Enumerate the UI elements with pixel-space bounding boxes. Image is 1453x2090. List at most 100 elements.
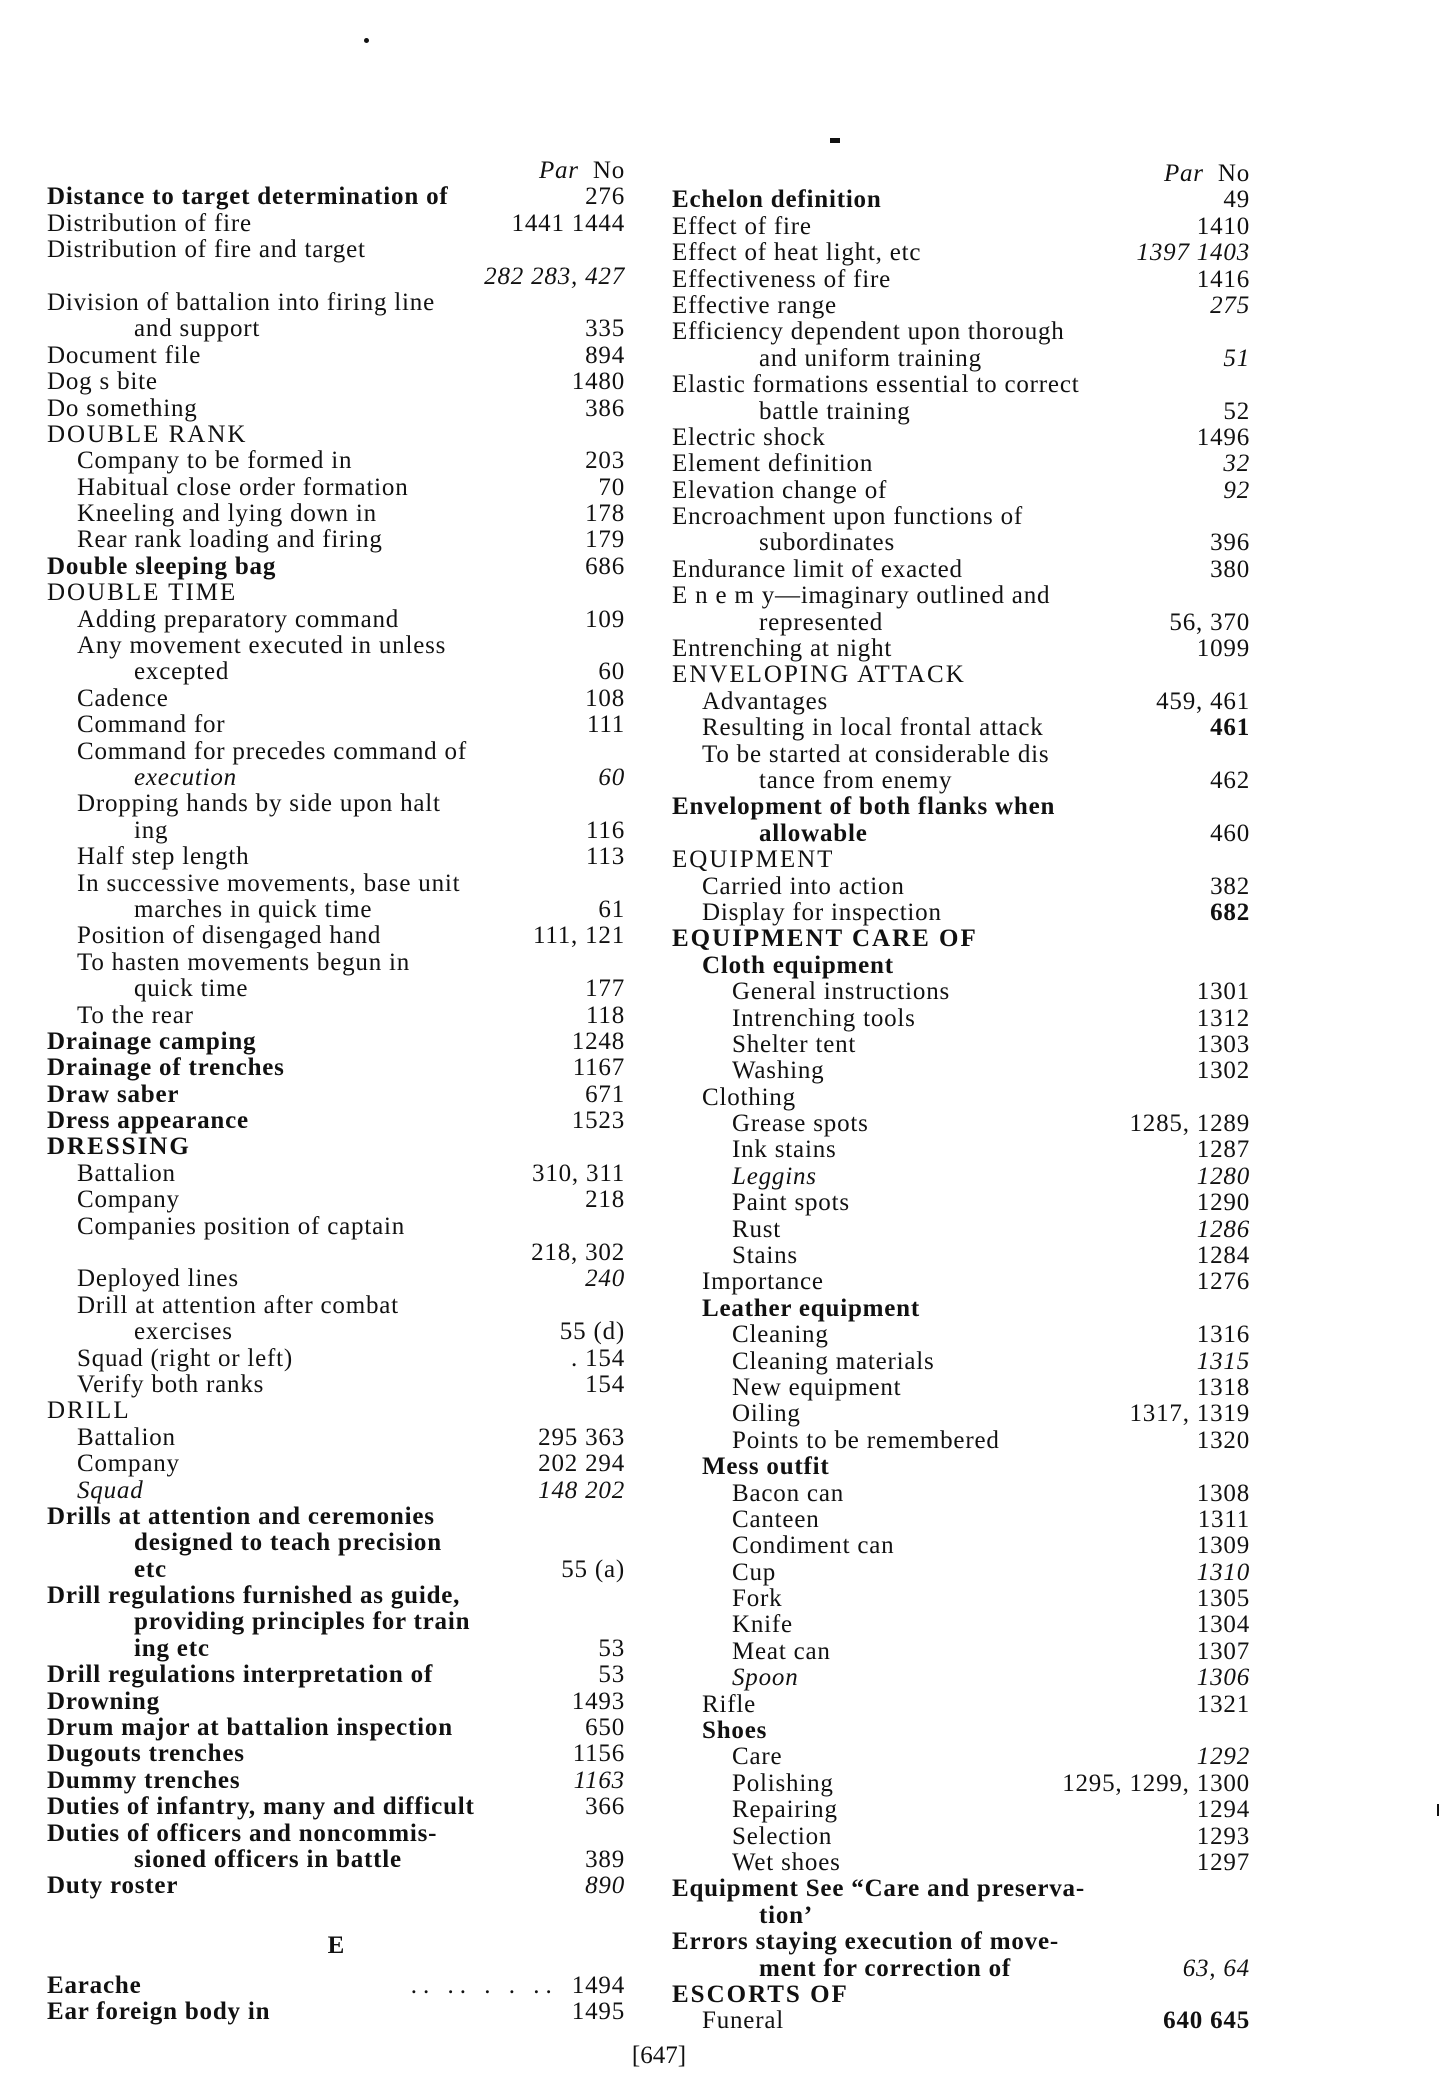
entry-label: Clothing: [702, 1083, 796, 1111]
entry-paragraph-number: [617, 950, 625, 976]
index-subentry: Shelter tent 1303: [672, 1031, 1250, 1058]
entry-label: Meat can: [732, 1637, 831, 1665]
entry-paragraph-number: 380: [1210, 555, 1250, 583]
entry-paragraph-number: 335: [585, 315, 625, 343]
index-entry: E n e m y—imaginary outlined and: [672, 582, 1250, 609]
index-entry-continuation: 218, 302: [47, 1239, 625, 1266]
entry-label: DOUBLE TIME: [47, 579, 238, 607]
entry-paragraph-number: 1099: [1196, 635, 1250, 663]
entry-label: Mess outfit: [702, 1453, 830, 1481]
index-subentry: Fork 1305: [672, 1585, 1250, 1612]
index-subentry: To the rear 118: [47, 1002, 625, 1029]
index-subentry: Command for precedes command of: [47, 738, 625, 765]
entry-paragraph-number: 55 (d): [559, 1318, 625, 1346]
entry-paragraph-number: 148 202: [538, 1476, 625, 1504]
par-label: Par: [1163, 160, 1204, 187]
entry-label: Leggins: [732, 1162, 817, 1190]
index-entry: Drum major at battalion inspection 650: [47, 1714, 625, 1741]
entry-label: Canteen: [732, 1505, 820, 1533]
entry-label: battle training: [759, 397, 911, 425]
index-subentry: Kneeling and lying down in 178: [47, 500, 625, 527]
entry-label: Dummy trenches: [47, 1766, 241, 1794]
index-heading: EQUIPMENT CARE OF: [672, 925, 1250, 952]
scan-speck: [364, 38, 369, 43]
entry-paragraph-number: [617, 633, 625, 659]
index-entry: Effect of fire 1410: [672, 212, 1250, 240]
entry-label: Rust: [732, 1215, 782, 1243]
index-subentry: Display for inspection 682: [672, 899, 1250, 926]
entry-paragraph-number: 1304: [1196, 1611, 1250, 1639]
entry-paragraph-number: [1242, 953, 1250, 979]
entry-paragraph-number: 1292: [1196, 1743, 1250, 1771]
index-entry-continuation: quick time 177: [47, 975, 625, 1002]
index-heading: ESCORTS OF: [672, 1981, 1250, 2008]
entry-paragraph-number: [617, 580, 625, 606]
index-subentry: Cleaning 1316: [672, 1321, 1250, 1348]
entry-label: Drowning: [47, 1687, 160, 1715]
index-entry: Effect of heat light, etc 1397 1403: [672, 239, 1250, 266]
entry-paragraph-number: [1242, 319, 1250, 345]
entry-paragraph-number: 60: [598, 763, 625, 791]
entry-paragraph-number: 389: [585, 1846, 625, 1873]
entry-label: ENVELOPING ATTACK: [672, 661, 966, 689]
index-subentry: Funeral 640 645: [672, 2007, 1250, 2034]
index-subentry: Command for 111: [47, 711, 625, 739]
index-subentry: Spoon 1306: [672, 1664, 1250, 1691]
no-label: No: [592, 157, 625, 184]
index-heading: DOUBLE RANK: [47, 421, 625, 448]
entry-paragraph-number: [617, 290, 625, 316]
index-entry: Drill regulations interpretation of 53: [47, 1661, 625, 1689]
entry-label: execution: [134, 763, 237, 791]
index-subentry: Paint spots 1290: [672, 1189, 1250, 1216]
entry-label: Repairing: [732, 1796, 838, 1824]
entry-paragraph-number: 53: [598, 1661, 625, 1689]
index-subentry: Selection 1293: [672, 1822, 1250, 1850]
index-entry-continuation: ing etc 53: [47, 1635, 625, 1662]
index-entry: Distribution of fire 1441 1444: [47, 210, 625, 237]
entry-label: EQUIPMENT: [672, 846, 835, 874]
entry-paragraph-number: [1242, 742, 1250, 768]
entry-label: Command for: [77, 711, 226, 739]
index-subentry: To hasten movements begun in: [47, 949, 625, 976]
entry-paragraph-number: [617, 1583, 625, 1609]
entry-label: Division of battalion into firing line: [47, 288, 435, 316]
entry-label: and support: [134, 315, 261, 343]
index-entry: Distribution of fire and target: [47, 236, 625, 263]
entry-label: Effect of fire: [672, 212, 812, 240]
index-entry-continuation: and support 335: [47, 315, 625, 343]
entry-label: Distance to target determination of: [47, 183, 449, 211]
entry-paragraph-number: 1293: [1196, 1822, 1250, 1850]
entry-label: Rear rank loading and firing: [77, 526, 383, 554]
entry-label: tion’: [759, 1901, 813, 1929]
index-subentry: Rear rank loading and firing 179: [47, 526, 625, 554]
entry-label: Company: [77, 1186, 180, 1214]
entry-paragraph-number: [617, 1398, 625, 1424]
index-entry: Effectiveness of fire 1416: [672, 266, 1250, 293]
index-subentry: Verify both ranks 154: [47, 1370, 625, 1398]
entry-paragraph-number: 116: [586, 816, 625, 844]
entry-paragraph-number: 366: [585, 1793, 625, 1821]
index-entries-left: Distance to target determination of 276 Di…: [47, 183, 625, 1899]
index-entry: Errors staying execution of move-: [672, 1928, 1250, 1955]
entry-label: Habitual close order formation: [77, 473, 409, 501]
index-entry: Element definition 32: [672, 450, 1250, 478]
entry-paragraph-number: [617, 1821, 625, 1847]
index-entry: Dress appearance 1523: [47, 1107, 625, 1134]
index-entry: Duty roster 890: [47, 1872, 625, 1899]
entry-paragraph-number: 396: [1210, 529, 1250, 557]
entry-paragraph-number: 275: [1210, 291, 1250, 319]
entry-paragraph-number: 1496: [1196, 423, 1250, 451]
entry-label: Element definition: [672, 450, 874, 478]
index-subentry: Cloth equipment: [672, 952, 1250, 979]
entry-paragraph-number: 1317, 1319: [1129, 1400, 1250, 1428]
index-subentry: Repairing 1294: [672, 1796, 1250, 1824]
index-subentry: Habitual close order formation 70: [47, 473, 625, 501]
index-subentry: Advantages 459, 461: [672, 688, 1250, 715]
index-entry-continuation: exercises 55 (d): [47, 1318, 625, 1346]
entry-paragraph-number: 1156: [572, 1740, 625, 1768]
entry-label: Verify both ranks: [77, 1370, 265, 1398]
entry-label: Equipment See “Care and preserva-: [672, 1875, 1085, 1903]
entry-label: Dugouts trenches: [47, 1740, 245, 1768]
index-subentry: Battalion 310, 311: [47, 1160, 625, 1187]
index-entry: Dog s bite 1480: [47, 368, 625, 395]
